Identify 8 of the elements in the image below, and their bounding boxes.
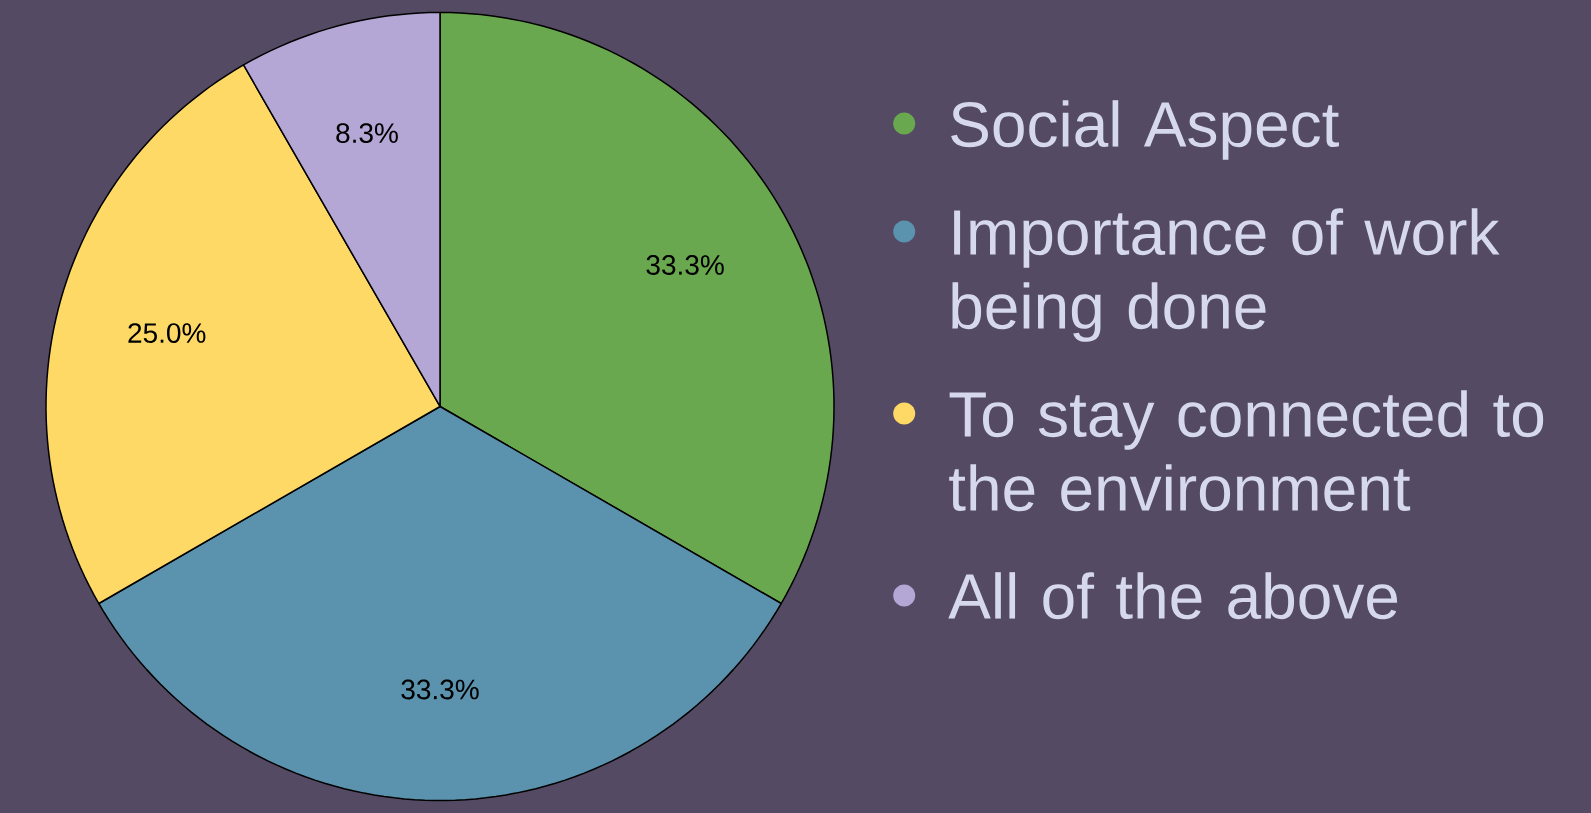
legend-label: All of the above (948, 572, 1398, 620)
data-label: 8.3% (336, 123, 398, 143)
legend-label: Importance of work being done (952, 208, 1500, 342)
data-label: 33.3% (401, 679, 479, 700)
legend-label: Social Aspect (951, 100, 1339, 160)
data-label: 33.3% (646, 255, 724, 275)
legend-label: To stay connected to the environment (949, 390, 1544, 512)
data-label: 25.0% (128, 323, 206, 343)
